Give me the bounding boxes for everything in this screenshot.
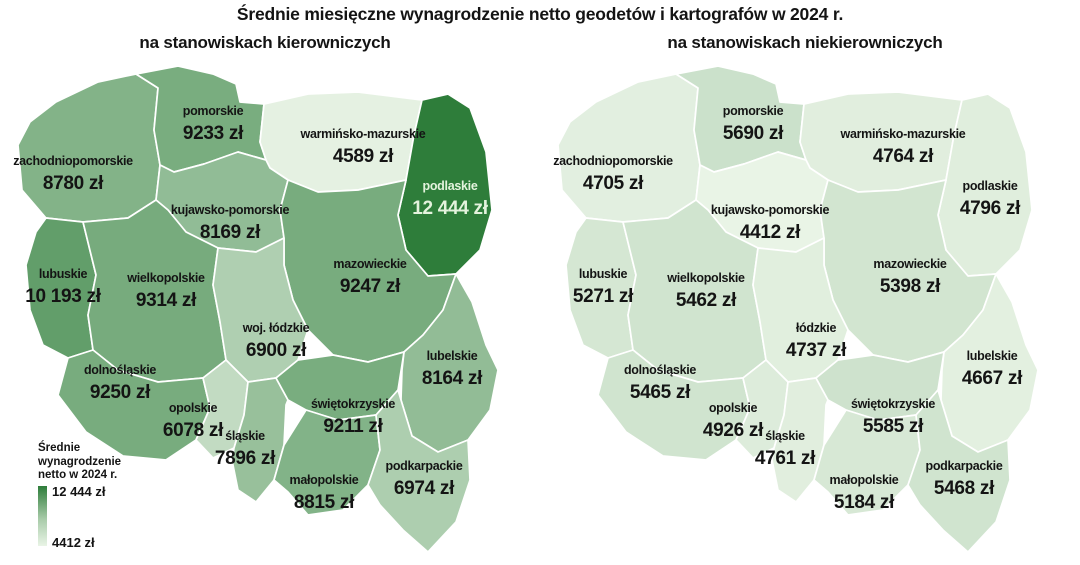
region-value-label-swietokrzyskie: 5585 zł xyxy=(863,416,924,437)
region-value-label-mazowieckie: 5398 zł xyxy=(880,276,941,297)
region-name-label-kujawsko-pomorskie: kujawsko-pomorskie xyxy=(171,203,290,217)
choropleth-kierownicze: zachodniopomorskie 8780 zł pomorskie 9233 z… xyxy=(13,65,499,553)
region-value-label-wielkopolskie: 5462 zł xyxy=(676,290,737,311)
region-name-label-kujawsko-pomorskie: kujawsko-pomorskie xyxy=(711,203,830,217)
legend-gradient-bar xyxy=(38,485,47,546)
region-value-label-podkarpackie: 5468 zł xyxy=(934,478,995,499)
region-name-label-podkarpackie: podkarpackie xyxy=(926,459,1003,473)
region-value-label-mazowieckie: 9247 zł xyxy=(340,276,401,297)
region-value-label-podkarpackie: 6974 zł xyxy=(394,478,455,499)
region-name-label-podkarpackie: podkarpackie xyxy=(386,459,463,473)
region-name-label-wielkopolskie: wielkopolskie xyxy=(126,271,205,285)
region-value-label-swietokrzyskie: 9211 zł xyxy=(323,416,383,437)
legend-min-label: 4412 zł xyxy=(52,534,95,550)
region-value-label-pomorskie: 9233 zł xyxy=(183,123,244,144)
region-value-label-malopolskie: 8815 zł xyxy=(294,492,355,513)
region-name-label-opolskie: opolskie xyxy=(169,401,218,415)
region-name-label-zachodniopomorskie: zachodniopomorskie xyxy=(553,154,673,168)
region-value-label-dolnoslaskie: 9250 zł xyxy=(90,382,151,403)
region-name-label-lodzkie: łódzkie xyxy=(796,321,837,335)
map-non-managerial: zachodniopomorskie 4705 zł pomorskie 5690 z… xyxy=(548,60,1075,560)
region-podkarpackie xyxy=(907,389,1011,553)
region-name-label-pomorskie: pomorskie xyxy=(723,104,784,118)
region-name-label-malopolskie: małopolskie xyxy=(830,473,899,487)
region-value-label-zachodniopomorskie: 4705 zł xyxy=(583,173,644,194)
region-name-label-swietokrzyskie: świętokrzyskie xyxy=(311,397,395,411)
region-name-label-lubelskie: lubelskie xyxy=(967,349,1018,363)
region-value-label-pomorskie: 5690 zł xyxy=(723,123,784,144)
region-value-label-zachodniopomorskie: 8780 zł xyxy=(43,173,104,194)
legend-max-label: 12 444 zł xyxy=(52,483,106,499)
region-value-label-opolskie: 6078 zł xyxy=(163,420,224,441)
subtitle-managerial: na stanowiskach kierowniczych xyxy=(139,33,391,52)
region-value-label-lubelskie: 8164 zł xyxy=(422,368,483,389)
region-name-label-dolnoslaskie: dolnośląskie xyxy=(624,363,696,377)
region-value-label-malopolskie: 5184 zł xyxy=(834,492,895,513)
region-podkarpackie xyxy=(367,389,471,553)
region-name-label-wielkopolskie: wielkopolskie xyxy=(666,271,745,285)
region-name-label-slaskie: śląskie xyxy=(225,429,265,443)
region-value-label-warminsko-mazurskie: 4764 zł xyxy=(873,146,934,167)
legend: Średnie wynagrodzenie netto w 2024 r. 12… xyxy=(38,442,168,550)
region-value-label-dolnoslaskie: 5465 zł xyxy=(630,382,691,403)
region-name-label-lodzkie: woj. łódzkie xyxy=(242,321,310,335)
region-zachodniopomorskie xyxy=(557,73,701,223)
region-value-label-kujawsko-pomorskie: 4412 zł xyxy=(740,222,801,243)
page-title: Średnie miesięczne wynagrodzenie netto g… xyxy=(236,4,844,24)
region-name-label-mazowieckie: mazowieckie xyxy=(873,257,946,271)
region-value-label-kujawsko-pomorskie: 8169 zł xyxy=(200,222,261,243)
region-name-label-dolnoslaskie: dolnośląskie xyxy=(84,363,156,377)
region-name-label-pomorskie: pomorskie xyxy=(183,104,244,118)
region-name-label-swietokrzyskie: świętokrzyskie xyxy=(851,397,935,411)
region-value-label-wielkopolskie: 9314 zł xyxy=(136,290,197,311)
region-value-label-lubuskie: 10 193 zł xyxy=(25,286,101,307)
region-name-label-opolskie: opolskie xyxy=(709,401,758,415)
region-value-label-opolskie: 4926 zł xyxy=(703,420,764,441)
region-value-label-slaskie: 4761 zł xyxy=(755,448,816,469)
region-name-label-slaskie: śląskie xyxy=(765,429,805,443)
region-name-label-malopolskie: małopolskie xyxy=(290,473,359,487)
region-name-label-zachodniopomorskie: zachodniopomorskie xyxy=(13,154,133,168)
region-value-label-podlaskie: 12 444 zł xyxy=(412,198,488,219)
region-name-label-podlaskie: podlaskie xyxy=(423,179,478,193)
legend-title: Średnie wynagrodzenie netto w 2024 r. xyxy=(38,442,122,482)
region-value-label-slaskie: 7896 zł xyxy=(215,448,276,469)
region-value-label-podlaskie: 4796 zł xyxy=(960,198,1021,219)
region-value-label-lubuskie: 5271 zł xyxy=(573,286,634,307)
region-name-label-mazowieckie: mazowieckie xyxy=(333,257,406,271)
region-name-label-warminsko-mazurskie: warmińsko-mazurskie xyxy=(300,127,426,141)
region-value-label-lodzkie: 6900 zł xyxy=(246,340,307,361)
map-managerial: zachodniopomorskie 8780 zł pomorskie 9233 z… xyxy=(8,60,535,560)
region-name-label-warminsko-mazurskie: warmińsko-mazurskie xyxy=(840,127,966,141)
region-zachodniopomorskie xyxy=(17,73,161,223)
region-name-label-lubuskie: lubuskie xyxy=(579,267,628,281)
region-value-label-lodzkie: 4737 zł xyxy=(786,340,847,361)
region-value-label-lubelskie: 4667 zł xyxy=(962,368,1023,389)
subtitle-non-managerial: na stanowiskach niekierowniczych xyxy=(667,33,943,52)
region-name-label-lubuskie: lubuskie xyxy=(39,267,88,281)
region-value-label-warminsko-mazurskie: 4589 zł xyxy=(333,146,394,167)
region-name-label-podlaskie: podlaskie xyxy=(963,179,1018,193)
choropleth-niekierownicze: zachodniopomorskie 4705 zł pomorskie 5690 z… xyxy=(553,65,1039,553)
region-name-label-lubelskie: lubelskie xyxy=(427,349,478,363)
